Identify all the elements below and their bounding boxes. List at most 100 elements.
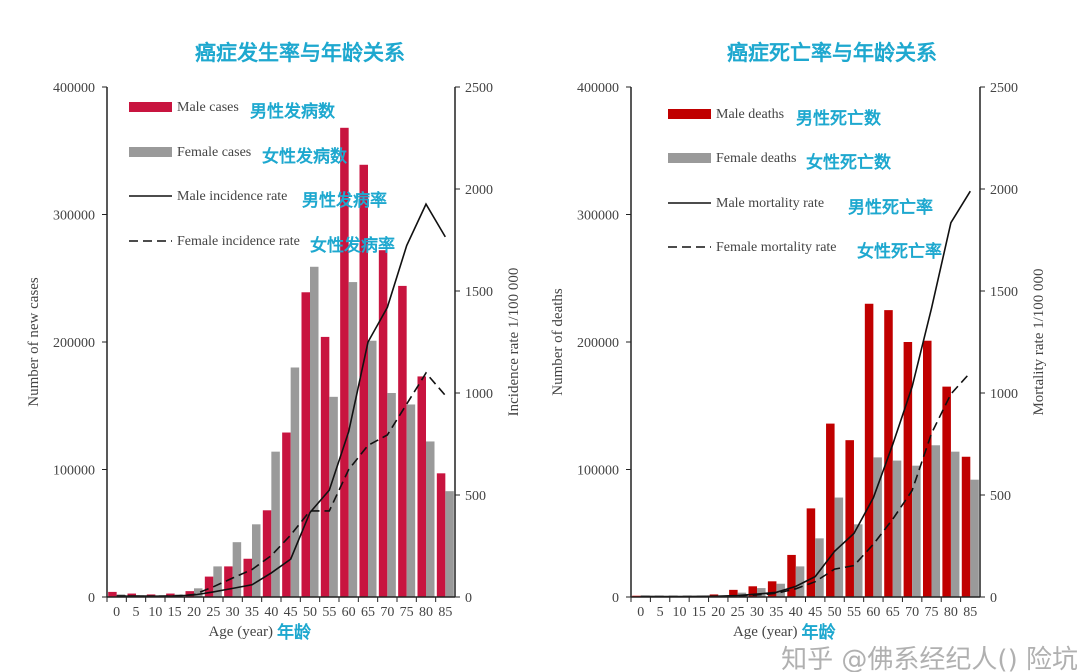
bar-female-cases xyxy=(232,542,242,597)
y2-tick-label: 2000 xyxy=(465,183,493,198)
bar-female-cases xyxy=(426,441,435,597)
bar-female-cases xyxy=(194,588,203,597)
bar-female-deaths xyxy=(892,460,902,597)
y2-tick-label: 1000 xyxy=(465,387,493,402)
bar-male-cases xyxy=(262,510,272,597)
bar-male-cases xyxy=(282,432,291,597)
x-tick-label: 75 xyxy=(925,605,939,620)
legend-label: Male incidence rate xyxy=(177,189,287,204)
legend-label-cn: 男性死亡数 xyxy=(796,108,882,129)
bar-female-deaths xyxy=(757,588,766,597)
legend-label: Male mortality rate xyxy=(716,196,824,211)
legend-label-cn: 女性死亡率 xyxy=(857,241,942,262)
legend-label-cn: 男性死亡率 xyxy=(848,197,933,218)
x-tick-label: 70 xyxy=(380,605,394,620)
bar-female-cases xyxy=(387,393,396,597)
bar-male-cases xyxy=(243,558,252,597)
bar-female-cases xyxy=(348,282,358,597)
x-tick-label: 70 xyxy=(905,605,919,620)
bar-female-deaths xyxy=(970,479,979,597)
x-tick-label: 0 xyxy=(637,605,644,620)
x-tick-label: 75 xyxy=(400,605,414,620)
x-tick-label: 0 xyxy=(113,605,120,620)
legend-label-cn: 男性发病数 xyxy=(250,101,336,122)
legend-label-cn: 女性死亡数 xyxy=(806,152,892,173)
bar-female-cases xyxy=(271,451,280,597)
bar-female-cases xyxy=(329,396,338,597)
legend-label: Male cases xyxy=(177,100,239,115)
y-tick-label: 300000 xyxy=(53,209,95,224)
bar-female-cases xyxy=(406,404,416,597)
y-axis-label: Number of deaths xyxy=(550,288,566,396)
legend-label-cn: 女性发病数 xyxy=(262,146,348,167)
y-tick-label: 0 xyxy=(88,591,95,606)
bar-male-cases xyxy=(340,127,349,598)
bar-male-deaths xyxy=(787,554,796,597)
x-tick-label: 55 xyxy=(847,605,861,620)
bar-female-cases xyxy=(445,491,454,597)
bar-male-deaths xyxy=(961,456,971,597)
x-tick-label: 20 xyxy=(187,605,201,620)
x-tick-label: 30 xyxy=(750,605,764,620)
bar-male-deaths xyxy=(884,310,893,597)
legend-label: Male deaths xyxy=(716,107,784,122)
bar-male-deaths xyxy=(845,440,854,597)
bar-female-deaths xyxy=(912,465,921,597)
bar-male-deaths xyxy=(922,340,932,597)
bar-male-deaths xyxy=(864,303,874,597)
legend-swatch xyxy=(129,102,172,112)
x-axis-label-cn: 年龄 xyxy=(277,622,312,643)
x-tick-label: 85 xyxy=(963,605,977,620)
x-tick-label: 55 xyxy=(322,605,336,620)
x-tick-label: 50 xyxy=(303,605,317,620)
bar-male-cases xyxy=(417,376,426,597)
y2-axis-label: Mortality rate 1/100 000 xyxy=(1031,268,1047,415)
bar-male-deaths xyxy=(942,386,951,597)
legend-label: Female cases xyxy=(177,145,251,160)
x-tick-label: 45 xyxy=(808,605,822,620)
bar-male-deaths xyxy=(826,423,835,597)
y-tick-label: 100000 xyxy=(577,464,619,479)
bar-female-cases xyxy=(310,266,319,597)
legend-swatch xyxy=(668,153,711,163)
x-tick-label: 60 xyxy=(342,605,356,620)
bar-male-cases xyxy=(378,250,388,597)
y2-tick-label: 2000 xyxy=(990,183,1018,198)
x-tick-label: 20 xyxy=(711,605,725,620)
y2-tick-label: 0 xyxy=(990,591,997,606)
bar-male-deaths xyxy=(748,586,758,597)
x-axis-label-cn: 年龄 xyxy=(802,622,837,643)
legend-label-cn: 女性发病率 xyxy=(310,235,395,256)
bar-female-cases xyxy=(252,524,261,597)
line-female-mortality-rate xyxy=(640,372,971,598)
x-tick-label: 85 xyxy=(438,605,452,620)
x-tick-label: 5 xyxy=(657,605,664,620)
bar-male-deaths xyxy=(806,508,816,597)
x-tick-label: 35 xyxy=(245,605,259,620)
y2-tick-label: 500 xyxy=(990,489,1011,504)
bar-female-cases xyxy=(368,340,377,597)
x-tick-label: 15 xyxy=(168,605,182,620)
x-tick-label: 35 xyxy=(769,605,783,620)
x-tick-label: 65 xyxy=(361,605,375,620)
legend-swatch xyxy=(129,147,172,157)
y-tick-label: 0 xyxy=(612,591,619,606)
x-tick-label: 80 xyxy=(419,605,433,620)
x-tick-label: 25 xyxy=(206,605,220,620)
x-tick-label: 40 xyxy=(264,605,278,620)
y-axis-label: Number of new cases xyxy=(26,277,42,407)
chart-2: 癌症死亡率与年龄关系010000020000030000040000005001… xyxy=(550,41,1047,643)
y-tick-label: 200000 xyxy=(577,336,619,351)
bar-male-cases xyxy=(127,593,136,597)
x-tick-label: 45 xyxy=(284,605,298,620)
x-tick-label: 10 xyxy=(148,605,162,620)
x-axis-label: Age (year) xyxy=(208,624,273,640)
x-tick-label: 25 xyxy=(731,605,745,620)
legend-label: Female mortality rate xyxy=(716,240,837,255)
y-tick-label: 400000 xyxy=(53,81,95,96)
legend-label: Female incidence rate xyxy=(177,234,300,249)
bar-male-cases xyxy=(398,285,407,597)
y2-tick-label: 1500 xyxy=(990,285,1018,300)
y2-tick-label: 2500 xyxy=(465,81,493,96)
